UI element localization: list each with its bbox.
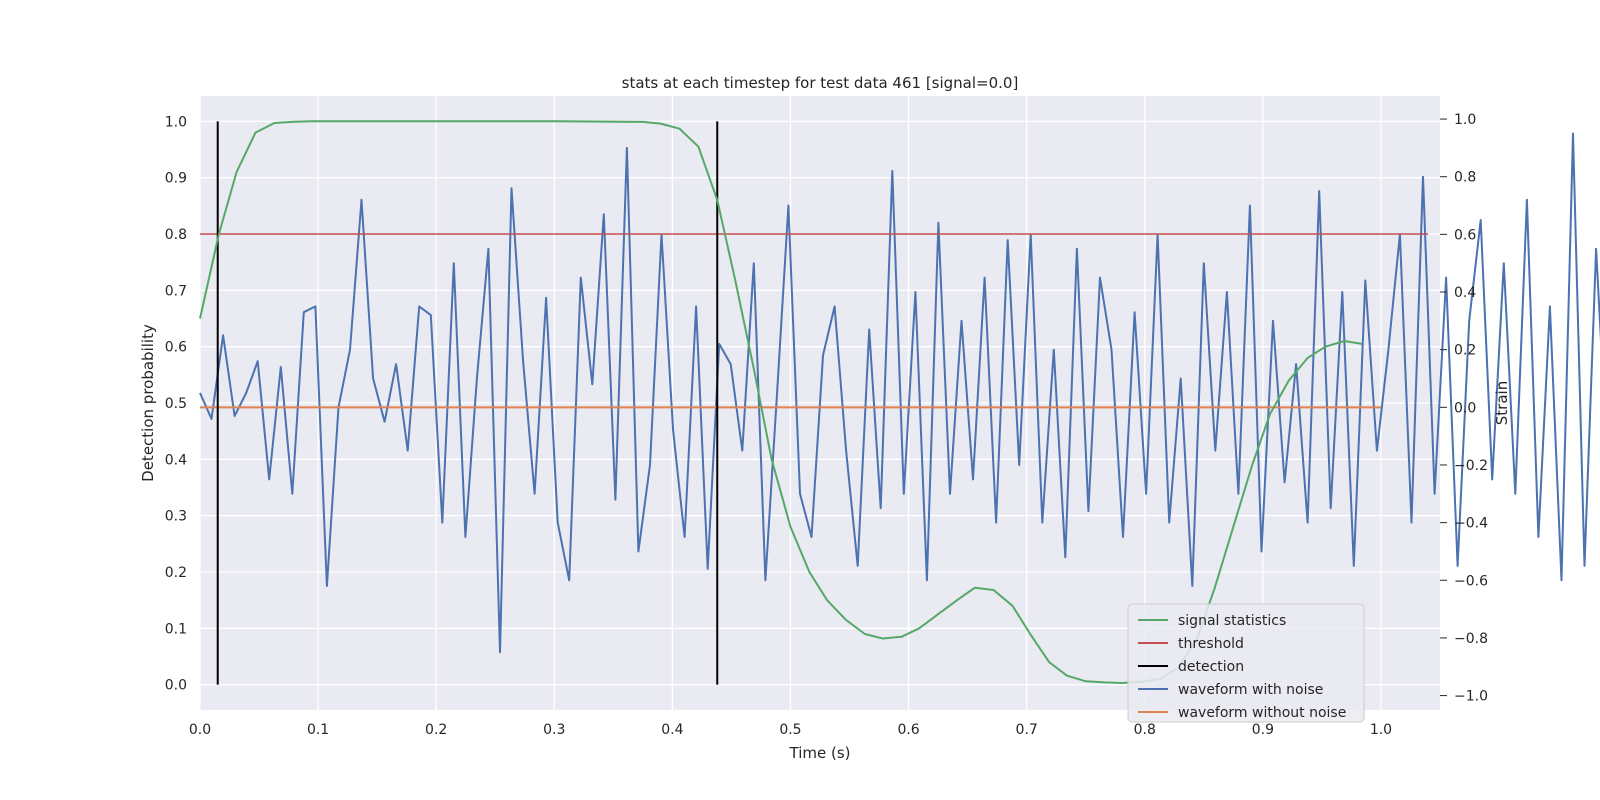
right-y-tick-label: −1.0	[1454, 689, 1488, 705]
x-tick-label: 0.4	[661, 722, 683, 738]
x-tick-label: 0.6	[897, 722, 919, 738]
x-tick-label: 0.7	[1016, 722, 1038, 738]
x-tick-label: 0.0	[189, 722, 211, 738]
x-tick-label: 0.8	[1134, 722, 1156, 738]
legend-label: waveform with noise	[1178, 682, 1323, 698]
left-y-tick-label: 1.0	[165, 114, 187, 130]
x-axis-label: Time (s)	[789, 744, 851, 762]
legend-label: threshold	[1178, 636, 1244, 652]
x-tick-label: 0.2	[425, 722, 447, 738]
right-y-tick-label: 0.0	[1454, 400, 1476, 416]
series-layer	[199, 120, 1600, 685]
right-y-tick-label: 1.0	[1454, 112, 1476, 128]
right-y-tick-label: 0.2	[1454, 343, 1476, 359]
left-y-tick-label: 0.5	[165, 396, 187, 412]
left-y-tick-label: 0.6	[165, 340, 187, 356]
right-y-tick-label: −0.2	[1454, 458, 1488, 474]
right-y-axis-label: Strain	[1493, 381, 1511, 425]
right-y-tick-label: 0.8	[1454, 170, 1476, 186]
legend-label: detection	[1178, 659, 1244, 675]
x-tick-label: 0.9	[1252, 722, 1274, 738]
right-y-tick-label: 0.4	[1454, 285, 1476, 301]
legend-label: signal statistics	[1178, 613, 1286, 629]
axes: 0.0 0.1 0.2 0.3 0.4 0.5 0.6 0.7 0.8 0.9 1.0 0.0 0.1 0…	[165, 112, 1488, 738]
legend-label: waveform without noise	[1178, 705, 1346, 721]
left-y-tick-label: 0.4	[165, 452, 187, 468]
right-y-tick-label: −0.4	[1454, 516, 1488, 532]
left-y-tick-label: 0.7	[165, 283, 187, 299]
left-y-tick-label: 0.1	[165, 621, 187, 637]
legend-box	[1127, 603, 1365, 723]
left-y-tick-label: 0.3	[165, 509, 187, 525]
series-waveform-with-noise	[199, 132, 1600, 654]
x-tick-label: 0.1	[307, 722, 329, 738]
x-tick-label: 0.3	[543, 722, 565, 738]
left-y-tick-label: 0.9	[165, 171, 187, 187]
right-y-tick-label: −0.6	[1454, 573, 1488, 589]
right-y-tick-label: −0.8	[1454, 631, 1488, 647]
series-signal-statistics	[199, 120, 1363, 684]
x-tick-label: 1.0	[1370, 722, 1392, 738]
left-y-tick-label: 0.0	[165, 678, 187, 694]
left-y-axis-label: Detection probability	[139, 324, 157, 482]
x-tick-label: 0.5	[779, 722, 801, 738]
left-y-tick-label: 0.8	[165, 227, 187, 243]
chart-title: stats at each timestep for test data 461…	[622, 74, 1019, 92]
left-y-tick-label: 0.2	[165, 565, 187, 581]
legend: signal statistics threshold detection wavef…	[1127, 603, 1365, 723]
right-y-tick-label: 0.6	[1454, 227, 1476, 243]
